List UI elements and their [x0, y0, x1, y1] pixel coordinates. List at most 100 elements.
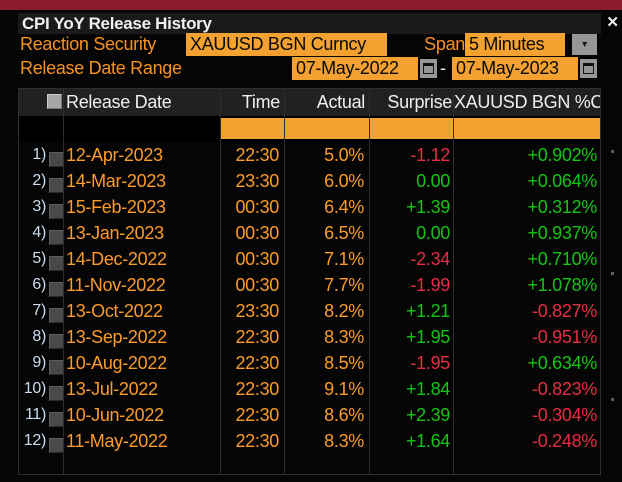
- date-from-calendar-button[interactable]: [420, 59, 437, 78]
- release-date-cell: 12-Apr-2023: [63, 142, 220, 168]
- row-checkbox[interactable]: [49, 385, 63, 401]
- time-filter-input[interactable]: [221, 118, 284, 139]
- surprise-cell: 0.00: [369, 168, 453, 194]
- actual-cell: 5.0%: [284, 142, 369, 168]
- chevron-down-icon: ▼: [580, 39, 589, 49]
- reaction-security-label: Reaction Security: [20, 34, 156, 54]
- table-row[interactable]: 6) 11-Nov-2022 00:30 7.7% -1.99 +1.078%: [19, 272, 600, 298]
- chg-filter-input[interactable]: [454, 118, 600, 139]
- row-number: 4): [32, 224, 46, 241]
- release-date-range-label: Release Date Range: [20, 58, 182, 78]
- chg-cell: -0.304%: [453, 402, 600, 428]
- release-history-table: Release Date Time Actual Surprise XAUUSD…: [18, 88, 601, 475]
- chg-cell: +0.634%: [453, 350, 600, 376]
- row-checkbox[interactable]: [49, 437, 63, 453]
- actual-cell: 9.1%: [284, 376, 369, 402]
- row-checkbox[interactable]: [49, 359, 63, 375]
- release-date-cell: 13-Oct-2022: [63, 298, 220, 324]
- surprise-cell: +1.39: [369, 194, 453, 220]
- actual-cell: 7.1%: [284, 246, 369, 272]
- column-header-surprise[interactable]: Surprise: [369, 89, 453, 116]
- surprise-cell: -1.95: [369, 350, 453, 376]
- time-cell: 00:30: [220, 220, 284, 246]
- release-date-cell: 15-Feb-2023: [63, 194, 220, 220]
- span-select[interactable]: 5 Minutes: [465, 33, 565, 56]
- table-row[interactable]: 3) 15-Feb-2023 00:30 6.4% +1.39 +0.312%: [19, 194, 600, 220]
- actual-cell: 7.7%: [284, 272, 369, 298]
- select-all-checkbox[interactable]: [47, 94, 62, 110]
- release-date-cell: 14-Dec-2022: [63, 246, 220, 272]
- filter-cell-time[interactable]: [220, 116, 284, 142]
- table-row[interactable]: 1) 12-Apr-2023 22:30 5.0% -1.12 +0.902%: [19, 142, 600, 168]
- surprise-cell: +1.21: [369, 298, 453, 324]
- span-label: Span: [424, 34, 465, 54]
- row-checkbox[interactable]: [49, 229, 63, 245]
- table-row[interactable]: 11) 10-Jun-2022 22:30 8.6% +2.39 -0.304%: [19, 402, 600, 428]
- row-checkbox[interactable]: [49, 255, 63, 271]
- column-header-xauusd-bgn-pct-chg[interactable]: XAUUSD BGN %Chg: [453, 89, 600, 116]
- row-number: 3): [32, 198, 46, 215]
- chg-cell: +0.902%: [453, 142, 600, 168]
- row-checkbox[interactable]: [49, 203, 63, 219]
- row-number: 6): [32, 276, 46, 293]
- table-row[interactable]: 2) 14-Mar-2023 23:30 6.0% 0.00 +0.064%: [19, 168, 600, 194]
- table-row[interactable]: 10) 13-Jul-2022 22:30 9.1% +1.84 -0.823%: [19, 376, 600, 402]
- actual-filter-input[interactable]: [285, 118, 369, 139]
- table-row[interactable]: 8) 13-Sep-2022 22:30 8.3% +1.95 -0.951%: [19, 324, 600, 350]
- time-cell: 23:30: [220, 298, 284, 324]
- release-date-cell: 10-Aug-2022: [63, 350, 220, 376]
- row-select-cell: 5): [19, 246, 63, 272]
- title-bar: CPI YoY Release History: [18, 13, 601, 34]
- date-to-calendar-button[interactable]: [580, 59, 597, 78]
- row-select-cell: 2): [19, 168, 63, 194]
- release-date-range-row: Release Date Range 07-May-2022 - 07-May-…: [0, 57, 622, 80]
- row-checkbox[interactable]: [49, 177, 63, 193]
- row-select-cell: 3): [19, 194, 63, 220]
- row-select-cell: 11): [19, 402, 63, 428]
- row-checkbox[interactable]: [49, 333, 63, 349]
- panel-grip-dot: [611, 150, 614, 153]
- surprise-cell: +1.64: [369, 428, 453, 454]
- surprise-cell: -2.34: [369, 246, 453, 272]
- release-date-cell: 13-Sep-2022: [63, 324, 220, 350]
- row-select-cell: 6): [19, 272, 63, 298]
- table-row[interactable]: 12) 11-May-2022 22:30 8.3% +1.64 -0.248%: [19, 428, 600, 454]
- row-select-cell: 10): [19, 376, 63, 402]
- row-checkbox[interactable]: [49, 281, 63, 297]
- table-row[interactable]: 5) 14-Dec-2022 00:30 7.1% -2.34 +0.710%: [19, 246, 600, 272]
- header-select-all-cell: [19, 89, 63, 116]
- time-cell: 23:30: [220, 168, 284, 194]
- row-number: 10): [23, 380, 47, 397]
- table-row[interactable]: 4) 13-Jan-2023 00:30 6.5% 0.00 +0.937%: [19, 220, 600, 246]
- close-icon[interactable]: ✕: [606, 14, 619, 31]
- filter-cell-surprise[interactable]: [369, 116, 453, 142]
- actual-cell: 6.0%: [284, 168, 369, 194]
- date-range-separator: -: [440, 58, 446, 78]
- surprise-cell: -1.99: [369, 272, 453, 298]
- column-header-time[interactable]: Time: [220, 89, 284, 116]
- window-top-red-bar: [0, 0, 622, 10]
- actual-cell: 8.2%: [284, 298, 369, 324]
- reaction-security-input[interactable]: XAUUSD BGN Curncy: [186, 33, 387, 56]
- date-from-input[interactable]: 07-May-2022: [292, 57, 418, 80]
- filter-cell-chg[interactable]: [453, 116, 600, 142]
- release-date-cell: 10-Jun-2022: [63, 402, 220, 428]
- row-checkbox[interactable]: [49, 307, 63, 323]
- table-row[interactable]: 7) 13-Oct-2022 23:30 8.2% +1.21 -0.827%: [19, 298, 600, 324]
- filter-cell-actual[interactable]: [284, 116, 369, 142]
- chg-cell: +0.937%: [453, 220, 600, 246]
- span-dropdown-button[interactable]: ▼: [572, 34, 597, 55]
- column-header-release-date[interactable]: Release Date: [63, 89, 220, 116]
- table-body: 1) 12-Apr-2023 22:30 5.0% -1.12 +0.902% …: [19, 142, 600, 454]
- row-checkbox[interactable]: [49, 411, 63, 427]
- table-row[interactable]: 9) 10-Aug-2022 22:30 8.5% -1.95 +0.634%: [19, 350, 600, 376]
- time-cell: 00:30: [220, 272, 284, 298]
- column-header-actual[interactable]: Actual: [284, 89, 369, 116]
- page-title: CPI YoY Release History: [22, 14, 212, 33]
- date-to-input[interactable]: 07-May-2023: [452, 57, 578, 80]
- surprise-filter-input[interactable]: [370, 118, 453, 139]
- row-checkbox[interactable]: [49, 151, 63, 167]
- table-filter-row: [19, 116, 600, 142]
- time-cell: 22:30: [220, 402, 284, 428]
